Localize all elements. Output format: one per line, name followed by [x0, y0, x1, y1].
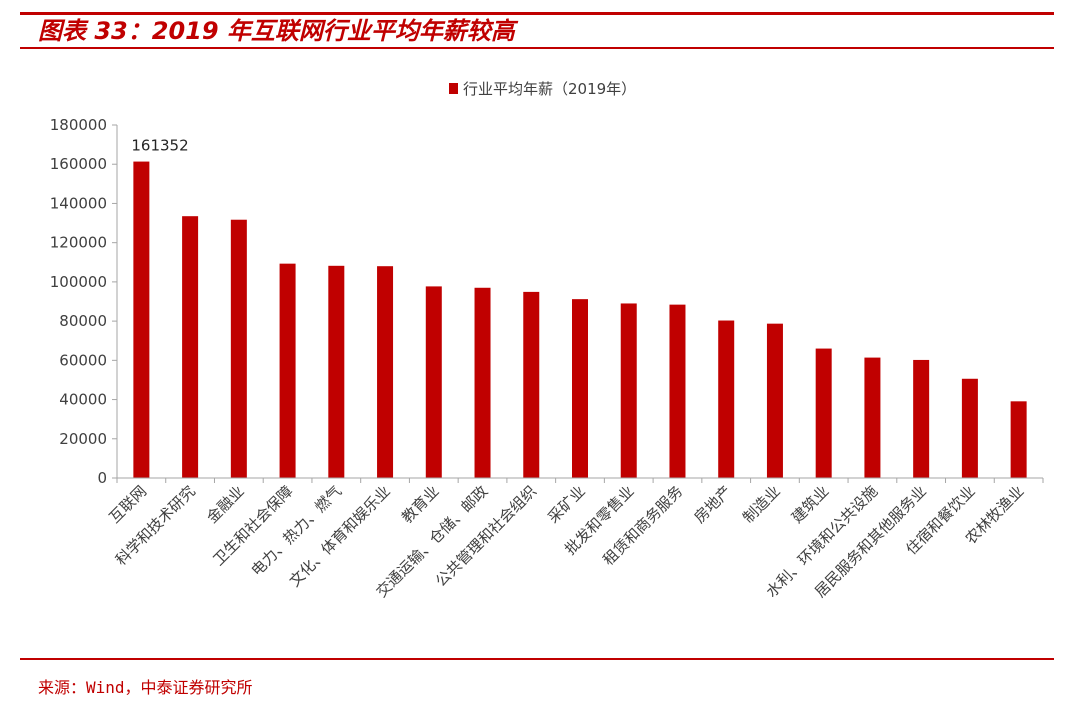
x-tick-label: 制造业 [739, 482, 784, 527]
y-tick-label: 40000 [59, 391, 107, 409]
legend: 行业平均年薪（2019年） [449, 80, 636, 98]
y-tick-label: 160000 [50, 155, 107, 173]
bottom-rule [20, 658, 1054, 660]
x-tick-label: 互联网 [106, 482, 151, 527]
x-tick-label: 房地产 [690, 482, 735, 527]
x-tick-label: 教育业 [398, 482, 443, 527]
bars [133, 161, 1027, 479]
bar-11 [620, 303, 637, 478]
source-note: 来源：Wind，中泰证券研究所 [38, 678, 253, 697]
y-tick-label: 120000 [50, 234, 107, 252]
y-tick-label: 140000 [50, 194, 107, 212]
x-tick-label: 采矿业 [544, 482, 589, 527]
bar-1 [133, 161, 150, 478]
bar-9 [523, 291, 540, 478]
bar-19 [1010, 401, 1027, 478]
title-underline [20, 47, 1054, 49]
x-tick-label: 电力、热力、燃气 [248, 482, 346, 580]
bar-5 [328, 265, 345, 478]
bar-12 [669, 304, 686, 478]
bar-15 [815, 348, 832, 478]
bar-2 [182, 216, 199, 479]
bar-18 [961, 378, 978, 478]
legend-label: 行业平均年薪（2019年） [463, 80, 636, 98]
y-tick-label: 60000 [59, 351, 107, 369]
y-tick-label: 100000 [50, 273, 107, 291]
bar-16 [864, 357, 881, 478]
y-axis: 0 20000 40000 60000 80000 100000 120000 140000 1… [50, 116, 118, 487]
bar-10 [572, 299, 588, 478]
bar-8 [474, 287, 491, 478]
legend-swatch [449, 83, 458, 94]
bar-7 [425, 286, 442, 478]
bar-13 [718, 320, 735, 478]
bar-17 [913, 359, 930, 478]
y-tick-label: 180000 [50, 116, 107, 134]
data-label: 161352 [131, 137, 188, 155]
x-tick-label: 金融业 [203, 482, 248, 527]
top-rule [20, 12, 1054, 15]
bar-14 [766, 323, 783, 478]
page-title: 图表 33：2019 年互联网行业平均年薪较高 [38, 17, 515, 45]
y-tick-label: 20000 [59, 430, 107, 448]
y-tick-label: 80000 [59, 312, 107, 330]
bar-4 [279, 263, 296, 478]
data-labels: 161352 [131, 137, 188, 155]
x-tick-label: 建筑业 [788, 482, 833, 527]
bar-3 [230, 219, 247, 478]
bar-6 [377, 266, 394, 478]
y-tick-label: 0 [97, 469, 107, 487]
